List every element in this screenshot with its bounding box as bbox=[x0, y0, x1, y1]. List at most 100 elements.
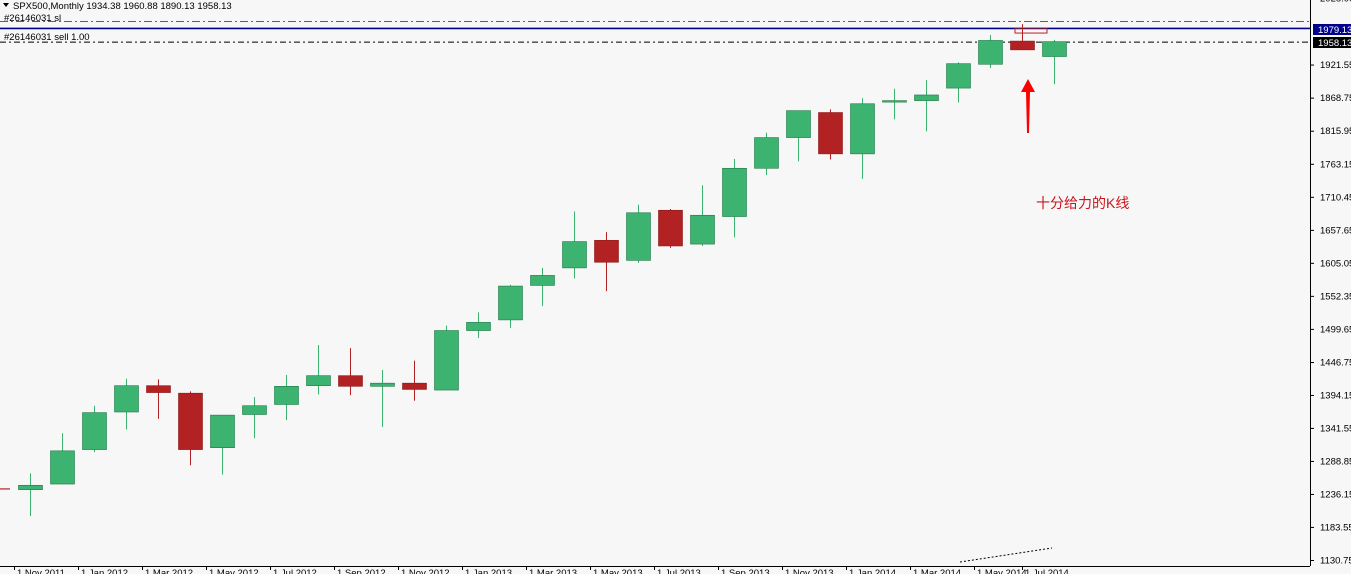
time-tick-label: 1 Jan 2014 bbox=[849, 568, 896, 574]
time-tick-label: 1 Mar 2014 bbox=[913, 568, 961, 574]
candle-body bbox=[882, 100, 907, 103]
price-tick-label: 1130.75 bbox=[1320, 556, 1351, 567]
level-lines bbox=[0, 21, 1310, 43]
candle-body bbox=[306, 375, 331, 386]
candle[interactable] bbox=[242, 396, 267, 439]
candle-body bbox=[850, 103, 875, 155]
candle-body bbox=[114, 385, 139, 413]
candle[interactable] bbox=[338, 348, 363, 396]
candle[interactable] bbox=[434, 325, 459, 391]
candle-body bbox=[786, 110, 811, 138]
time-tick-label: 1 Jul 2013 bbox=[657, 568, 701, 574]
current-price-tag-text: 1958.13 bbox=[1318, 38, 1351, 49]
candle-body bbox=[690, 214, 715, 245]
time-tick-label: 1 Mar 2012 bbox=[145, 568, 193, 574]
candle[interactable] bbox=[850, 98, 875, 179]
candle[interactable] bbox=[562, 211, 587, 279]
time-axis: 1 Nov 2011 1 Jan 2012 1 Mar 2012 1 May 2012… bbox=[14, 566, 1069, 574]
price-tick-label: 1921.55 bbox=[1320, 60, 1351, 71]
candle[interactable] bbox=[978, 34, 1003, 69]
time-tick-label: 1 Mar 2013 bbox=[529, 568, 577, 574]
price-tick-label: 1499.65 bbox=[1320, 324, 1351, 335]
symbol-header: SPX500,Monthly 1934.38 1960.88 1890.13 1… bbox=[13, 1, 232, 12]
candle[interactable] bbox=[146, 379, 171, 419]
candle-body bbox=[626, 212, 651, 261]
sl-price-tag bbox=[1313, 24, 1351, 35]
candle[interactable] bbox=[178, 391, 203, 466]
trend-line[interactable] bbox=[959, 547, 1053, 563]
candle[interactable] bbox=[370, 370, 395, 428]
candle-body bbox=[594, 240, 619, 263]
candle-body bbox=[722, 167, 747, 217]
candle-body bbox=[242, 405, 267, 415]
candle[interactable] bbox=[306, 344, 331, 395]
candle-body bbox=[370, 382, 395, 387]
sell-order-marker[interactable] bbox=[1014, 27, 1048, 34]
price-tick-label: 1236.15 bbox=[1320, 489, 1351, 500]
dropdown-triangle-icon[interactable] bbox=[3, 3, 9, 7]
candle[interactable] bbox=[1042, 39, 1067, 85]
candle-body bbox=[466, 322, 491, 331]
candle[interactable] bbox=[626, 204, 651, 263]
time-tick-label: 1 Nov 2012 bbox=[401, 568, 450, 574]
candle[interactable] bbox=[50, 433, 75, 485]
current-price-tag bbox=[1313, 37, 1351, 48]
candle[interactable] bbox=[594, 232, 619, 292]
candle-body bbox=[210, 414, 235, 448]
price-tick-label: 1605.05 bbox=[1320, 258, 1351, 269]
candle-body bbox=[146, 385, 171, 393]
candles bbox=[0, 24, 1067, 516]
candle-body bbox=[434, 330, 459, 391]
candle-body bbox=[1010, 40, 1035, 51]
candle[interactable] bbox=[946, 62, 971, 103]
price-tick-label: 1763.15 bbox=[1320, 159, 1351, 170]
candle-body bbox=[50, 450, 75, 485]
up-arrow-icon bbox=[1021, 79, 1035, 133]
candle-body bbox=[818, 112, 843, 155]
candle-body bbox=[562, 241, 587, 269]
candle[interactable] bbox=[210, 414, 235, 475]
candle[interactable] bbox=[498, 284, 523, 329]
time-tick-label: 1 May 2012 bbox=[209, 568, 259, 574]
candle-body bbox=[946, 63, 971, 89]
candle[interactable] bbox=[402, 360, 427, 401]
candle[interactable] bbox=[658, 209, 683, 248]
candle-body bbox=[498, 285, 523, 321]
candle[interactable] bbox=[914, 79, 939, 132]
price-tick-label: 1394.15 bbox=[1320, 390, 1351, 401]
candle[interactable] bbox=[722, 158, 747, 238]
candle-body bbox=[914, 94, 939, 101]
annotation-text: 十分给力的K线 bbox=[1036, 195, 1129, 211]
order-sell-label: #26146031 sell 1.00 bbox=[4, 32, 90, 43]
candle[interactable] bbox=[754, 132, 779, 176]
candle[interactable] bbox=[690, 185, 715, 246]
candle[interactable] bbox=[82, 405, 107, 453]
time-tick-label: 1 Jan 2013 bbox=[465, 568, 512, 574]
candle-body bbox=[1042, 41, 1067, 57]
price-tick-label: 1657.65 bbox=[1320, 225, 1351, 236]
candle[interactable] bbox=[786, 110, 811, 162]
price-tick-label: 1288.85 bbox=[1320, 456, 1351, 467]
price-tick-label: 2028.00 bbox=[1320, 0, 1351, 4]
candle[interactable] bbox=[466, 312, 491, 339]
candle-body bbox=[82, 412, 107, 450]
candle-body bbox=[530, 275, 555, 286]
price-tick-label: 1183.55 bbox=[1320, 522, 1351, 533]
candle-body bbox=[274, 386, 299, 405]
price-axis: 2028.00 1921.55 1868.75 1815.95 1763.15 1710.… bbox=[1310, 0, 1351, 567]
candle[interactable] bbox=[818, 109, 843, 160]
candle-body bbox=[658, 209, 683, 247]
candle[interactable] bbox=[114, 378, 139, 430]
candle[interactable] bbox=[18, 473, 43, 516]
candle[interactable] bbox=[882, 88, 907, 120]
price-tick-label: 1552.35 bbox=[1320, 291, 1351, 302]
candle[interactable] bbox=[274, 375, 299, 421]
time-tick-label: 1 May 2014 bbox=[977, 568, 1027, 574]
candle[interactable] bbox=[530, 267, 555, 307]
time-tick-label: 1 Jul 2012 bbox=[273, 568, 317, 574]
order-sl-label: #26146031 sl bbox=[4, 13, 61, 24]
sl-price-tag-text: 1979.13 bbox=[1318, 25, 1351, 36]
time-tick-label: 1 Jan 2012 bbox=[81, 568, 128, 574]
